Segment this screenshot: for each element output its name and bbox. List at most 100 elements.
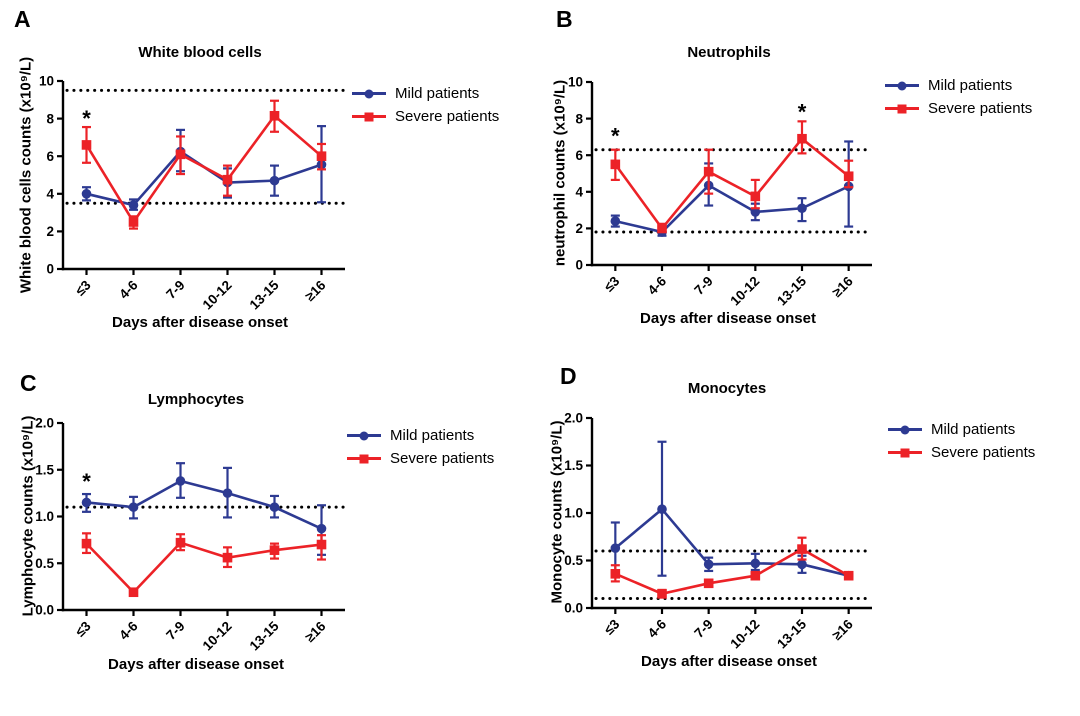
legend-item-severe: Severe patients xyxy=(888,441,1035,464)
legend-c: Mild patients Severe patients xyxy=(347,424,494,470)
svg-text:8: 8 xyxy=(46,111,54,126)
svg-text:2.0: 2.0 xyxy=(564,411,583,426)
svg-text:0: 0 xyxy=(575,258,583,273)
svg-text:≥16: ≥16 xyxy=(302,618,329,645)
svg-text:2.0: 2.0 xyxy=(35,416,54,431)
square-marker-icon xyxy=(900,448,910,457)
monocytes-chart: 0.0 0.5 1.0 1.5 2.0 ≤3 4-6 7-9 10-12 13-15 ≥16 xyxy=(564,411,874,652)
svg-text:0.0: 0.0 xyxy=(564,601,583,616)
square-marker-icon xyxy=(364,112,374,121)
x-axis-label-c: Days after disease onset xyxy=(108,656,284,673)
svg-text:10: 10 xyxy=(568,75,583,90)
severe-series-swatch xyxy=(888,447,922,458)
panel-letter-c: C xyxy=(20,370,37,396)
svg-text:2: 2 xyxy=(46,224,54,239)
severe-series-swatch xyxy=(347,453,381,464)
legend-item-mild: Mild patients xyxy=(888,418,1035,441)
svg-text:0.5: 0.5 xyxy=(564,553,583,568)
svg-text:7-9: 7-9 xyxy=(691,274,715,298)
legend-item-mild: Mild patients xyxy=(347,424,494,447)
svg-text:6: 6 xyxy=(46,149,54,164)
circle-marker-icon xyxy=(897,81,907,90)
legend-item-mild: Mild patients xyxy=(352,82,499,105)
svg-text:4-6: 4-6 xyxy=(645,616,670,641)
legend-a: Mild patients Severe patients xyxy=(352,82,499,128)
severe-series-swatch xyxy=(352,111,386,122)
svg-text:≥16: ≥16 xyxy=(829,616,856,643)
circle-marker-icon xyxy=(364,89,374,98)
panel-a: 0 2 4 6 8 10 ≤3 4-6 7-9 10-12 13-15 ≥16 * A White bl… xyxy=(0,0,540,358)
legend-label-mild: Mild patients xyxy=(928,77,1013,94)
legend-label-mild: Mild patients xyxy=(931,421,1016,438)
legend-item-mild: Mild patients xyxy=(885,74,1032,97)
svg-text:7-9: 7-9 xyxy=(163,278,187,302)
legend-label-severe: Severe patients xyxy=(390,450,495,467)
svg-text:≥16: ≥16 xyxy=(829,273,856,300)
legend-item-severe: Severe patients xyxy=(347,447,494,470)
neutrophils-chart: 0 2 4 6 8 10 ≤3 4-6 7-9 10-12 13-15 ≥16 * * xyxy=(568,75,874,309)
y-axis-label-c: Lymphocyte counts (x10⁹/L) xyxy=(19,415,37,617)
wbc-chart: 0 2 4 6 8 10 ≤3 4-6 7-9 10-12 13-15 ≥16 * xyxy=(39,74,347,313)
svg-text:≤3: ≤3 xyxy=(72,277,94,299)
svg-text:10-12: 10-12 xyxy=(200,619,235,654)
svg-text:1.5: 1.5 xyxy=(564,458,583,473)
x-axis-label-a: Days after disease onset xyxy=(112,314,288,331)
panel-c: 0.0 0.5 1.0 1.5 2.0 ≤3 4-6 7-9 10-12 13-15 ≥16 * C … xyxy=(0,358,540,716)
svg-text:2: 2 xyxy=(575,221,583,236)
y-axis-label-a: White blood cells counts (x10⁹/L) xyxy=(17,56,35,294)
svg-text:10-12: 10-12 xyxy=(727,617,762,652)
legend-item-severe: Severe patients xyxy=(352,105,499,128)
svg-text:13-15: 13-15 xyxy=(247,618,282,653)
x-axis-label-b: Days after disease onset xyxy=(640,310,816,327)
legend-label-severe: Severe patients xyxy=(395,108,500,125)
svg-text:4: 4 xyxy=(46,187,54,202)
svg-text:≥16: ≥16 xyxy=(302,277,329,304)
svg-text:4: 4 xyxy=(575,185,583,200)
severe-series-swatch xyxy=(885,103,919,114)
mild-series-swatch xyxy=(888,424,922,435)
svg-text:4-6: 4-6 xyxy=(645,273,670,298)
svg-text:4-6: 4-6 xyxy=(116,618,141,643)
legend-d: Mild patients Severe patients xyxy=(888,418,1035,464)
svg-text:*: * xyxy=(611,123,620,148)
svg-text:4-6: 4-6 xyxy=(116,277,141,302)
svg-text:1.0: 1.0 xyxy=(35,509,54,524)
circle-marker-icon xyxy=(359,431,369,440)
panel-letter-b: B xyxy=(556,6,573,32)
svg-text:8: 8 xyxy=(575,111,583,126)
svg-text:13-15: 13-15 xyxy=(247,277,282,312)
svg-text:0: 0 xyxy=(46,262,54,277)
panel-letter-a: A xyxy=(14,6,31,32)
panel-b: 0 2 4 6 8 10 ≤3 4-6 7-9 10-12 13-15 ≥16 * * B Neutrop… xyxy=(540,0,1080,358)
svg-text:*: * xyxy=(82,469,91,494)
svg-text:*: * xyxy=(798,100,807,125)
svg-text:7-9: 7-9 xyxy=(691,617,715,641)
legend-label-mild: Mild patients xyxy=(395,85,480,102)
circle-marker-icon xyxy=(900,425,910,434)
svg-text:7-9: 7-9 xyxy=(163,619,187,643)
svg-text:≤3: ≤3 xyxy=(601,616,623,638)
square-marker-icon xyxy=(897,104,907,113)
legend-label-severe: Severe patients xyxy=(928,100,1033,117)
legend-label-severe: Severe patients xyxy=(931,444,1036,461)
chart-title-a: White blood cells xyxy=(138,44,262,61)
svg-text:10-12: 10-12 xyxy=(200,278,235,313)
chart-title-c: Lymphocytes xyxy=(147,391,245,408)
svg-text:10: 10 xyxy=(39,74,54,89)
lymphocytes-chart: 0.0 0.5 1.0 1.5 2.0 ≤3 4-6 7-9 10-12 13-15 ≥16 * xyxy=(35,416,347,654)
chart-title-d: Monocytes xyxy=(687,380,767,397)
svg-text:≤3: ≤3 xyxy=(601,273,623,295)
svg-text:13-15: 13-15 xyxy=(774,616,809,651)
svg-text:1.0: 1.0 xyxy=(564,506,583,521)
svg-text:10-12: 10-12 xyxy=(727,274,762,309)
svg-text:1.5: 1.5 xyxy=(35,462,54,477)
svg-text:0.5: 0.5 xyxy=(35,556,54,571)
svg-text:*: * xyxy=(82,106,91,131)
y-axis-label-b: neutrophil counts (x10⁹/L) xyxy=(551,79,569,267)
mild-series-swatch xyxy=(885,80,919,91)
panel-d: 0.0 0.5 1.0 1.5 2.0 ≤3 4-6 7-9 10-12 13-15 ≥16 D M… xyxy=(540,358,1080,716)
svg-text:≤3: ≤3 xyxy=(72,618,94,640)
y-axis-label-d: Monocyte counts (x10⁹/L) xyxy=(548,420,566,604)
legend-label-mild: Mild patients xyxy=(390,427,475,444)
